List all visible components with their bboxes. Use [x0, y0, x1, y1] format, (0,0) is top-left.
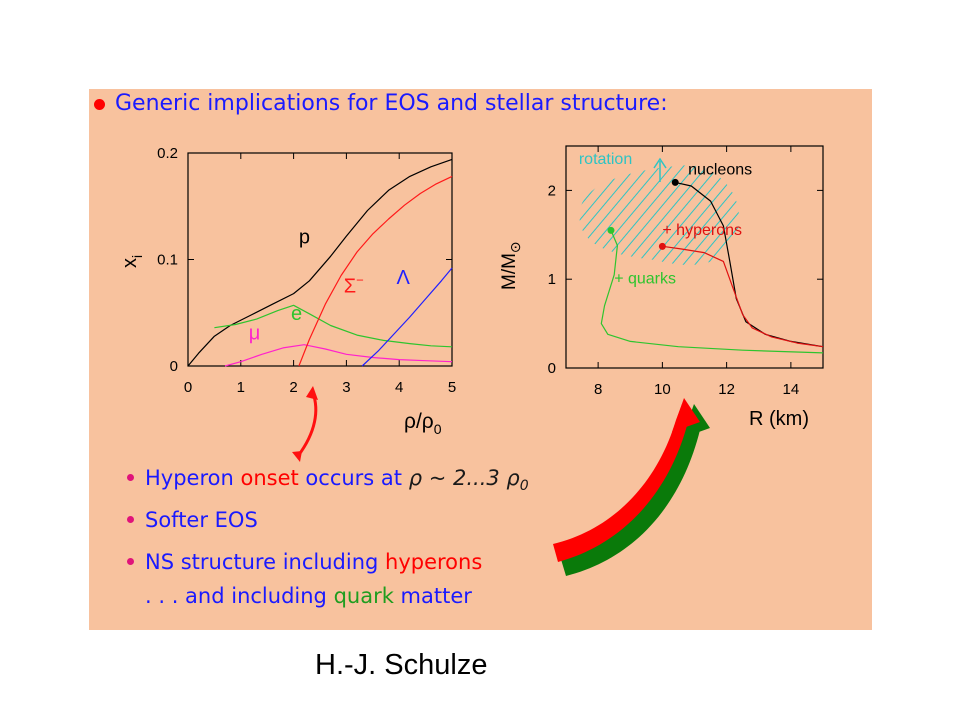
right-xtick-label: 10	[654, 381, 671, 398]
left-x-axis-label: ρ/ρ0	[404, 410, 442, 437]
left-ytick-label: 0.2	[157, 145, 178, 162]
left-series-line	[224, 344, 453, 367]
left-series-line	[214, 304, 453, 348]
bullet-1-prefix: Hyperon	[145, 466, 241, 490]
left-xtick-label: 1	[237, 379, 245, 396]
bullet-quark-matter: . . . and including quark matter	[145, 582, 472, 610]
bullet-3-prefix: NS structure including	[145, 550, 386, 574]
bullet-3-highlight: hyperons	[385, 550, 483, 574]
left-series-label: Λ	[397, 267, 411, 289]
right-series-label: + quarks	[614, 271, 676, 288]
bullet-1-sub: 0	[519, 478, 529, 495]
bullet-softer-eos: Softer EOS	[145, 508, 258, 532]
right-marker	[607, 226, 615, 234]
bullet-1-math: ρ ~ 2...3 ρ	[408, 466, 520, 490]
left-series-line	[361, 267, 453, 367]
right-ytick-label: 2	[548, 182, 556, 199]
right-marker	[658, 242, 666, 250]
rotation-hatched-region	[579, 165, 740, 265]
right-series-label: + hyperons	[662, 222, 742, 239]
onset-arrow	[292, 386, 318, 462]
right-ytick-label: 1	[548, 271, 556, 288]
bullet-hyperon-onset: Hyperon onset occurs at ρ ~ 2...3 ρ0	[145, 464, 529, 500]
right-series-label: nucleons	[688, 161, 752, 178]
left-series-line	[187, 158, 453, 367]
slide-heading: Generic implications for EOS and stellar…	[115, 91, 668, 116]
left-series-label: Σ−	[344, 273, 364, 298]
left-plot-frame	[187, 152, 453, 367]
left-series-label: e	[291, 303, 302, 325]
right-marker	[671, 178, 679, 186]
bullet-dot-1	[127, 474, 134, 481]
right-series-line	[662, 245, 824, 348]
left-xtick-label: 4	[395, 379, 403, 396]
left-series-label: p	[299, 227, 310, 249]
right-x-axis-label: R (km)	[749, 408, 809, 430]
left-series-label: μ	[249, 322, 261, 344]
bullet-1-highlight: onset	[240, 466, 299, 490]
slide-panel	[89, 89, 872, 630]
rotation-arrow	[653, 157, 667, 182]
right-plot-frame	[565, 145, 824, 369]
bullet-ns-structure: NS structure including hyperons	[145, 548, 482, 576]
left-y-axis-label: xi	[119, 255, 145, 268]
composition-chart: 0 1 2 3 4 5 0 0.1 0.2 p Σ− Λe μ xi ρ/ρ0	[119, 145, 456, 437]
right-xtick-label: 12	[718, 381, 735, 398]
hyperons-arrow	[553, 398, 700, 562]
left-ytick-label: 0.1	[157, 252, 178, 269]
right-ytick-label: 0	[548, 360, 556, 377]
bullet-1-mid: occurs at	[298, 466, 409, 490]
bullet-dot-2	[127, 516, 134, 523]
right-xtick-label: 8	[594, 381, 602, 398]
heading-bullet	[94, 99, 105, 110]
bullet-4-prefix: . . . and including	[145, 584, 334, 608]
left-xtick-label: 0	[184, 379, 192, 396]
bullet-4-highlight: quark	[333, 584, 394, 608]
left-ytick-label: 0	[170, 358, 178, 375]
left-xtick-label: 2	[289, 379, 297, 396]
bullet-4-suffix: matter	[393, 584, 472, 608]
right-series-line	[600, 230, 824, 354]
right-series-label: rotation	[579, 151, 632, 168]
right-xtick-label: 14	[783, 381, 800, 398]
bullet-dot-3	[127, 558, 134, 565]
left-xtick-label: 3	[342, 379, 350, 396]
author-credit: H.-J. Schulze	[315, 649, 488, 681]
left-xtick-label: 5	[448, 379, 456, 396]
left-series-line	[298, 175, 453, 367]
right-y-axis-label: M/M⊙	[499, 241, 523, 290]
